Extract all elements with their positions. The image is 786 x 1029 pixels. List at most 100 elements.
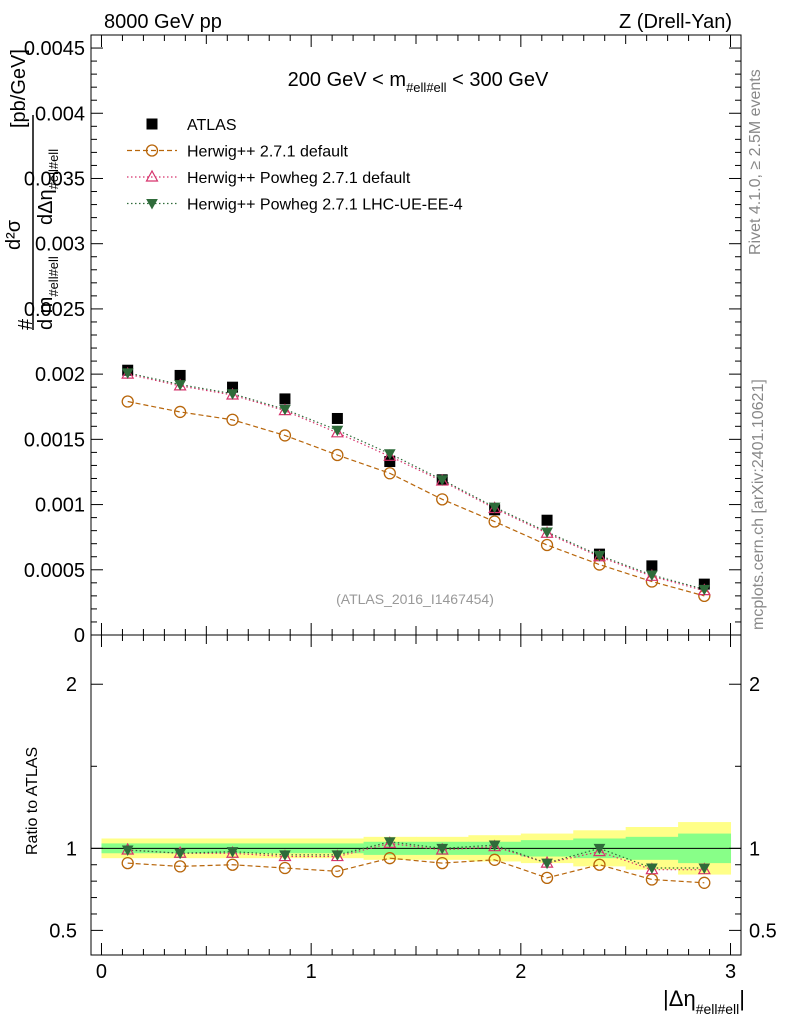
data-point — [331, 425, 344, 437]
ratio-content — [91, 822, 741, 889]
ylabel-dm: d m#ell#ell — [35, 256, 61, 330]
ratio-ylabel: Ratio to ATLAS — [24, 747, 41, 855]
data-point — [226, 413, 239, 426]
legend-marker — [145, 144, 159, 157]
mcplots-label: mcplots.cern.ch [arXiv:2401.10621] — [750, 379, 767, 630]
legend-label: Herwig++ Powheg 2.7.1 LHC-UE-EE-4 — [187, 197, 463, 214]
ratio-series-line — [127, 857, 705, 884]
plot-title-a: 200 GeV < m — [288, 69, 406, 91]
plot-title-b: < 300 GeV — [447, 69, 549, 91]
data-point — [540, 538, 554, 552]
data-point — [488, 515, 501, 528]
y-tick-label: 0.0025 — [24, 299, 85, 321]
plot-title-sub: #ell#ell — [406, 80, 447, 95]
ylabel-unit: [pb/GeV] — [8, 49, 30, 128]
ratio-tick-label: 1 — [66, 838, 77, 860]
series-line — [127, 373, 705, 592]
data-point — [541, 527, 553, 538]
series-line — [127, 400, 705, 597]
data-point — [173, 405, 187, 419]
ratio-point — [226, 858, 239, 871]
legend-marker — [145, 169, 159, 182]
ylabel-deta: dΔη#ell#ell — [35, 149, 61, 225]
ratio-point — [646, 863, 658, 875]
ratio-point — [174, 848, 186, 860]
y-tick-label: 0 — [74, 625, 85, 647]
ratio-point — [383, 852, 396, 865]
data-point — [227, 381, 239, 393]
y-tick-label: 0.0005 — [24, 560, 85, 582]
legend-marker — [146, 199, 158, 210]
ratio-tick-label: 2 — [66, 674, 77, 696]
ratio-tick-label-right: 1 — [749, 838, 760, 860]
ratio-tick-label-right: 2 — [749, 674, 760, 696]
ratio-point — [436, 843, 449, 855]
ratio-tick-label: 0.5 — [49, 920, 77, 942]
data-point — [383, 449, 396, 460]
y-tick-label: 0.0015 — [24, 429, 85, 451]
data-point — [383, 449, 397, 461]
ratio-point — [121, 845, 134, 857]
data-point — [226, 389, 239, 400]
ratio-tick-label-right: 0.5 — [749, 920, 777, 942]
data-point — [436, 475, 449, 486]
x-tick-label: 2 — [515, 961, 526, 983]
ylabel-dm-sub: #ell#ell — [46, 256, 61, 297]
ratio-point — [331, 850, 344, 861]
ratio-point — [436, 856, 449, 870]
y-tick-label: 0.004 — [35, 103, 85, 125]
data-point — [174, 380, 186, 391]
legend-label: Herwig++ 2.7.1 default — [187, 144, 349, 161]
xlabel-main: |Δη — [663, 986, 696, 1011]
legend: ATLAS Herwig++ 2.7.1 default Herwig++ Powh… — [127, 117, 463, 214]
header-left: 8000 GeV pp — [104, 11, 222, 33]
xlabel-end: | — [739, 986, 745, 1011]
data-point — [646, 570, 658, 582]
y-tick-label: 0.002 — [35, 364, 85, 386]
data-point — [383, 467, 396, 480]
data-point — [384, 456, 396, 468]
legend-label: ATLAS — [187, 117, 237, 134]
plot-title: 200 GeV < m#ell#ell < 300 GeV — [288, 69, 549, 95]
ratio-point — [383, 837, 396, 848]
ratio-point — [121, 856, 134, 870]
data-point — [541, 514, 553, 526]
ratio-point — [488, 853, 501, 866]
y-tick-label: 0.0035 — [24, 168, 85, 190]
ratio-point — [331, 865, 344, 878]
xlabel: |Δη#ell#ell| — [663, 986, 745, 1017]
ratio-point — [593, 843, 606, 855]
data-point — [698, 584, 711, 596]
main-ylabel: d²σ # d m#ell#ell dΔη#ell#ell [pb/GeV] — [3, 49, 61, 330]
data-point — [593, 550, 606, 562]
series-line — [127, 372, 705, 590]
y-tick-label: 0.0045 — [24, 38, 85, 60]
ratio-point — [279, 850, 291, 861]
data-point — [174, 369, 186, 381]
ylabel-deta-text: dΔη — [35, 189, 57, 225]
ratio-axis-ticks: 0 1 2 3 0.5 0.5 1 1 2 2 — [49, 674, 777, 983]
ratio-point — [541, 858, 553, 870]
ylabel-d2sigma: d²σ — [3, 219, 25, 250]
ratio-point — [593, 858, 606, 871]
ylabel-hash: # — [15, 318, 37, 330]
ratio-series-line — [127, 841, 705, 869]
data-point — [436, 493, 449, 506]
y-tick-label: 0.001 — [35, 495, 85, 517]
ratio-point — [698, 876, 711, 889]
ylabel-dm-text: d m — [35, 297, 57, 330]
x-tick-label: 1 — [306, 961, 317, 983]
data-point — [278, 429, 292, 442]
data-point — [279, 404, 291, 416]
rivet-label: Rivet 4.1.0, ≥ 2.5M events — [747, 69, 764, 255]
main-content — [121, 364, 711, 603]
data-point — [646, 560, 658, 572]
data-point — [121, 395, 134, 408]
ratio-series-line — [127, 842, 705, 871]
analysis-watermark: (ATLAS_2016_I1467454) — [336, 591, 494, 607]
y-tick-label: 0.003 — [35, 234, 85, 256]
ratio-point — [540, 871, 554, 885]
data-point — [331, 448, 344, 462]
ratio-point — [698, 863, 711, 875]
ratio-plot-frame — [90, 634, 742, 956]
